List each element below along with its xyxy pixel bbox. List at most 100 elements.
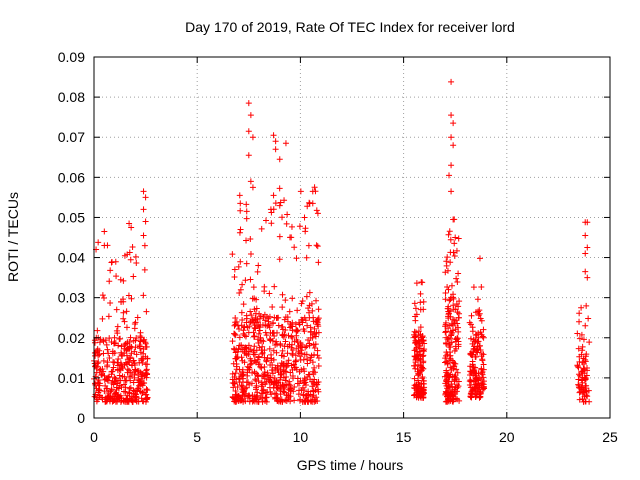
data-point — [243, 315, 250, 322]
data-point — [306, 314, 313, 321]
data-point — [306, 309, 313, 316]
data-point — [126, 385, 133, 392]
data-point — [448, 112, 455, 119]
data-point — [283, 392, 290, 399]
data-point — [122, 377, 129, 384]
data-point — [297, 343, 304, 350]
data-point — [415, 338, 422, 345]
data-point — [442, 269, 449, 276]
data-point — [277, 199, 284, 206]
data-point — [105, 313, 112, 320]
data-point — [125, 359, 132, 366]
data-point — [103, 341, 110, 348]
data-point — [273, 314, 280, 321]
data-point — [237, 286, 244, 293]
data-point — [471, 364, 478, 371]
data-point — [256, 315, 263, 322]
data-point — [476, 343, 483, 350]
data-point — [469, 328, 476, 335]
data-point — [276, 233, 283, 240]
data-point — [115, 342, 122, 349]
data-point — [472, 332, 479, 339]
data-point — [301, 398, 308, 405]
data-point — [313, 242, 320, 249]
data-point — [109, 350, 116, 357]
data-point — [477, 389, 484, 396]
data-point — [446, 228, 453, 235]
data-point — [447, 392, 454, 399]
data-point — [247, 178, 254, 185]
x-tick-label: 10 — [293, 429, 309, 445]
data-point — [582, 322, 589, 329]
data-point — [466, 381, 473, 388]
data-point — [584, 367, 591, 374]
data-point — [469, 358, 476, 365]
data-point — [578, 304, 585, 311]
data-point — [285, 357, 292, 364]
data-point — [264, 323, 271, 330]
data-point — [236, 192, 243, 199]
data-point — [264, 369, 271, 376]
data-point — [130, 379, 137, 386]
data-point — [311, 184, 318, 191]
data-point — [288, 333, 295, 340]
data-point — [99, 315, 106, 322]
data-point — [254, 336, 261, 343]
data-point — [314, 398, 321, 405]
data-point — [262, 317, 269, 324]
data-point — [272, 200, 279, 207]
data-point — [453, 247, 460, 254]
data-point — [278, 323, 285, 330]
data-point — [585, 315, 592, 322]
data-point — [284, 350, 291, 357]
data-point — [308, 397, 315, 404]
data-point — [474, 386, 481, 393]
data-point — [582, 250, 589, 257]
data-point — [455, 314, 462, 321]
data-point — [291, 397, 298, 404]
data-point — [475, 370, 482, 377]
data-point — [99, 292, 106, 299]
data-point — [311, 330, 318, 337]
data-point — [121, 318, 128, 325]
data-point — [303, 254, 310, 261]
data-point — [91, 393, 98, 400]
data-point — [575, 384, 582, 391]
data-point — [411, 382, 418, 389]
data-point — [291, 364, 298, 371]
data-point — [289, 334, 296, 341]
data-point — [276, 156, 283, 163]
data-point — [240, 387, 247, 394]
data-point — [243, 260, 250, 267]
data-point — [420, 380, 427, 387]
data-point — [107, 299, 114, 306]
data-point — [255, 330, 262, 337]
data-point — [475, 308, 482, 315]
data-point — [313, 318, 320, 325]
data-point — [101, 228, 108, 235]
data-point — [258, 225, 265, 232]
data-point — [269, 304, 276, 311]
data-point — [120, 277, 127, 284]
data-point — [268, 357, 275, 364]
data-point — [469, 387, 476, 394]
data-point — [232, 355, 239, 362]
data-point — [267, 206, 274, 213]
data-point — [249, 184, 256, 191]
data-point — [411, 375, 418, 382]
data-point — [254, 268, 261, 275]
data-point — [245, 100, 252, 107]
data-point — [281, 316, 288, 323]
data-point — [132, 366, 139, 373]
data-point — [453, 275, 460, 282]
data-point — [412, 305, 419, 312]
data-point — [247, 235, 254, 242]
data-point — [279, 214, 286, 221]
data-point — [417, 345, 424, 352]
data-point — [138, 355, 145, 362]
data-point — [413, 311, 420, 318]
data-point — [478, 331, 485, 338]
data-point — [282, 297, 289, 304]
data-point — [237, 207, 244, 214]
